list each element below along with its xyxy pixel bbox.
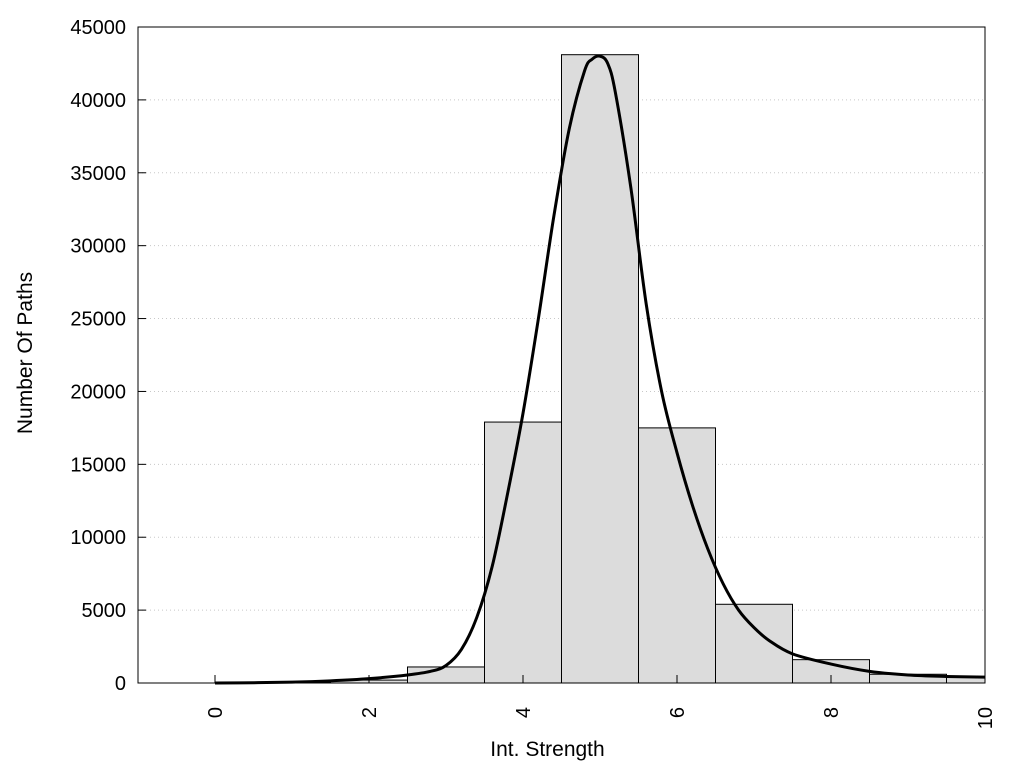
x-tick-label: 4	[513, 707, 535, 718]
histogram-bar	[484, 421, 562, 684]
y-tick-label: 25000	[70, 309, 126, 331]
fit-curve-layer	[214, 54, 986, 685]
x-tick-label: 0	[205, 707, 227, 718]
histogram-bar	[561, 54, 639, 684]
y-axis-label: Number Of Paths	[14, 272, 37, 434]
x-tick-label: 2	[359, 707, 381, 718]
y-tick-label: 30000	[70, 236, 126, 258]
x-axis-ticks: 0 2 4 6 8 10	[205, 675, 997, 729]
x-tick-label: 10	[975, 707, 997, 729]
y-tick-label: 15000	[70, 454, 126, 476]
y-tick-label: 5000	[82, 600, 127, 622]
y-tick-label: 40000	[70, 90, 126, 112]
y-tick-label: 0	[115, 673, 126, 695]
y-tick-label: 20000	[70, 381, 126, 403]
bars	[253, 54, 986, 684]
x-tick-label: 8	[821, 707, 843, 718]
histogram-bar	[407, 666, 485, 684]
histogram-bar	[638, 427, 716, 684]
x-tick-label: 6	[667, 707, 689, 718]
plot-frame	[137, 26, 986, 684]
y-axis-ticks: 0 5000 10000 15000 20000 25000 30000 35000 40000…	[70, 17, 146, 695]
y-tick-label: 35000	[70, 163, 126, 185]
y-tick-label: 45000	[70, 17, 126, 39]
fit-curve	[214, 54, 986, 685]
histogram-bar	[715, 603, 793, 684]
x-axis-label: Int. Strength	[490, 738, 604, 761]
y-tick-label: 10000	[70, 527, 126, 549]
